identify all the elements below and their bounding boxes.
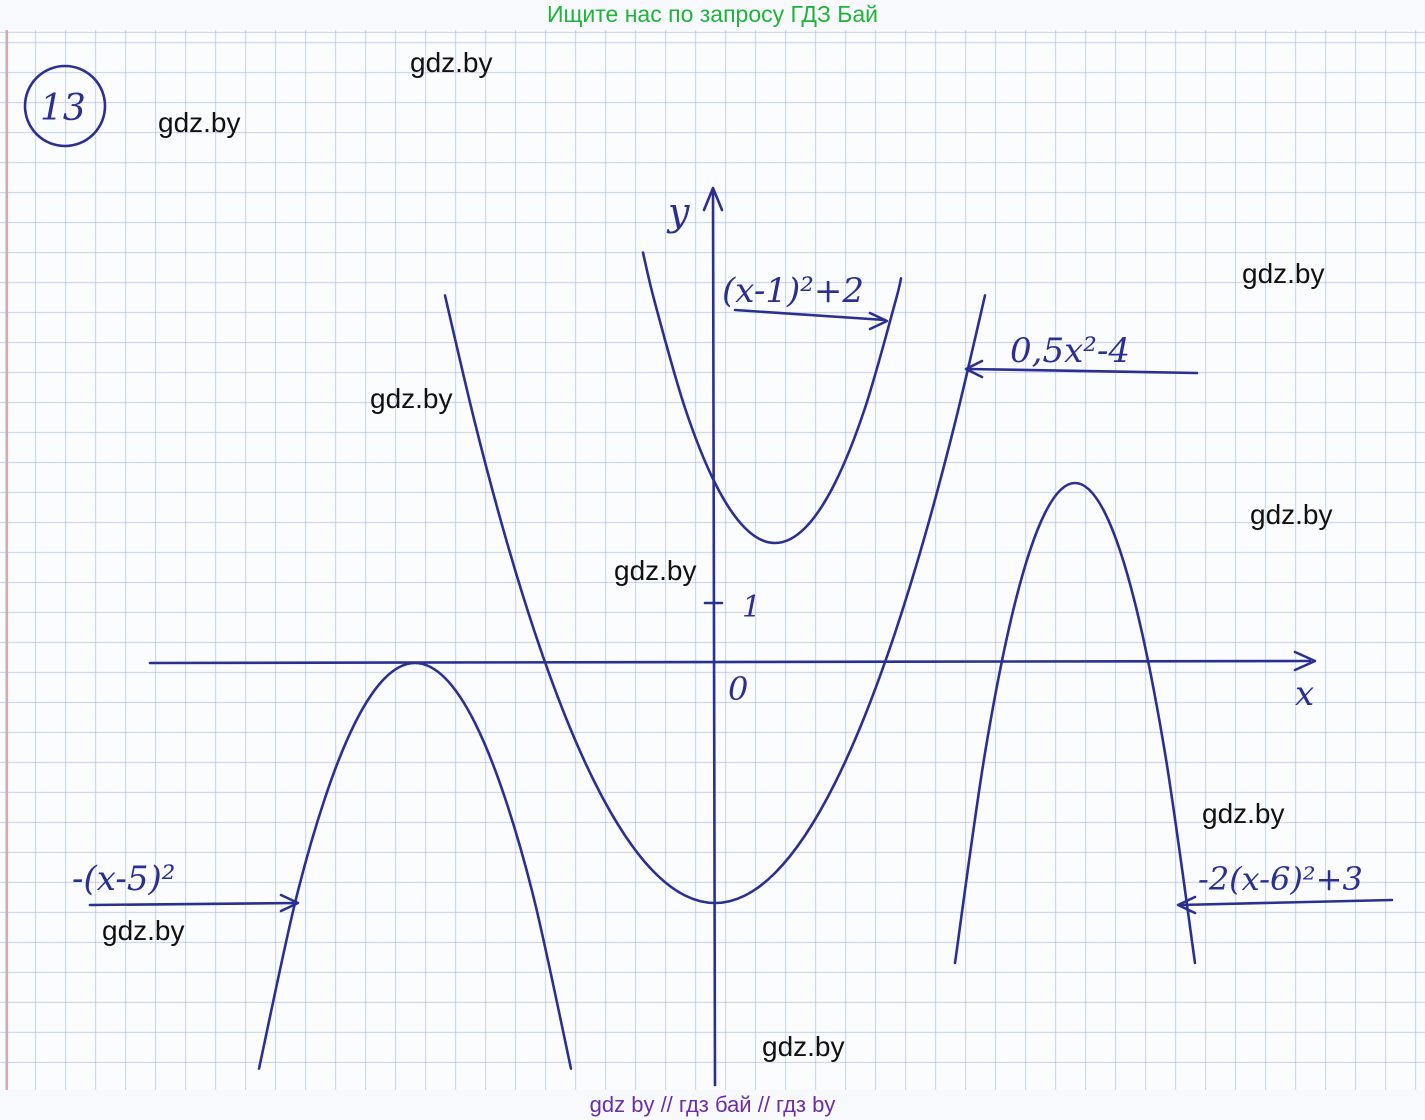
- y-tick-label: 1: [742, 590, 761, 625]
- curve-series-1: [641, 251, 903, 545]
- problem-number-circle: [23, 64, 107, 148]
- arrow-head: [868, 311, 889, 331]
- arrow-head: [1176, 895, 1197, 915]
- watermark: gdz.by: [410, 47, 493, 78]
- y-axis-label: y: [666, 190, 690, 234]
- footer-banner: gdz by // гдз бай // гдз by: [589, 1092, 836, 1117]
- y-axis: [711, 188, 717, 1087]
- margin-line: [6, 30, 8, 1090]
- watermark: gdz.by: [614, 555, 697, 586]
- watermark: gdz.by: [158, 107, 241, 138]
- problem-number: 13: [40, 88, 86, 129]
- watermark: gdz.by: [1202, 798, 1285, 829]
- label-series-2: 0,5x²-4: [1010, 331, 1130, 371]
- label-series-4: -2(x-6)²+3: [1198, 860, 1363, 898]
- curve-series-3: [257, 661, 573, 1070]
- curve-series-2: [443, 294, 987, 905]
- curve-series-4: [953, 481, 1197, 965]
- arrow-series-3: [88, 901, 298, 907]
- arrow-head: [279, 893, 300, 913]
- arrow-series-2: [966, 367, 1199, 375]
- watermark: gdz.by: [370, 383, 453, 414]
- x-axis-label: x: [1295, 674, 1314, 714]
- origin-label: 0: [728, 670, 748, 708]
- label-series-1: (x-1)²+2: [722, 271, 864, 311]
- y-axis-arrow: [702, 186, 724, 212]
- watermark: gdz.by: [1242, 258, 1325, 289]
- watermark: gdz.by: [102, 915, 185, 946]
- label-series-3: -(x-5)²: [72, 859, 175, 899]
- x-axis-arrow: [1293, 650, 1317, 672]
- watermark: gdz.by: [1250, 499, 1333, 530]
- x-axis: [148, 659, 1312, 665]
- header-banner: Ищите нас по запросу ГДЗ Бай: [546, 1, 879, 27]
- watermark: gdz.by: [762, 1031, 845, 1062]
- arrow-series-1: [733, 308, 887, 322]
- arrow-head: [964, 359, 984, 379]
- arrow-series-4: [1178, 898, 1394, 907]
